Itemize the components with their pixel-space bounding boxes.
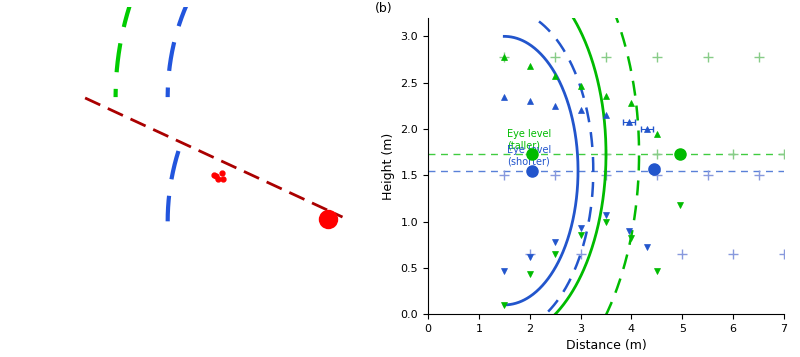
Text: (a): (a) bbox=[14, 22, 30, 35]
Y-axis label: Height (m): Height (m) bbox=[382, 132, 395, 200]
Text: (b): (b) bbox=[374, 2, 392, 15]
X-axis label: Distance (m): Distance (m) bbox=[566, 340, 646, 352]
Text: Eye level
(taller): Eye level (taller) bbox=[507, 129, 551, 150]
Text: Eye level
(shorter): Eye level (shorter) bbox=[507, 145, 551, 167]
